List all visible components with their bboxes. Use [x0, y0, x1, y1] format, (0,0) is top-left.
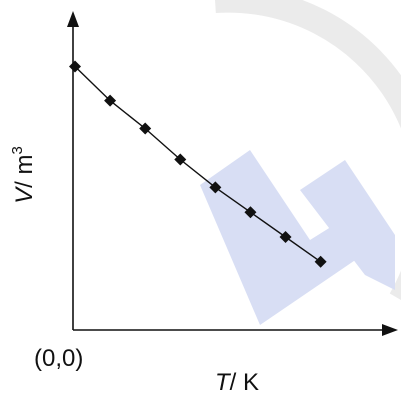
y-axis-label: V/ m3 — [9, 146, 38, 204]
y-axis-unit-superscript: 3 — [9, 146, 26, 154]
x-axis-arrowhead — [382, 324, 398, 336]
plot-area — [69, 61, 327, 268]
watermark-logo — [200, 0, 401, 325]
x-axis-unit: / K — [230, 369, 259, 394]
x-axis-label: T/ K — [215, 369, 259, 394]
y-axis-unit: / m — [11, 155, 38, 188]
y-axis-arrowhead — [67, 11, 79, 27]
origin-label: (0,0) — [34, 345, 83, 372]
